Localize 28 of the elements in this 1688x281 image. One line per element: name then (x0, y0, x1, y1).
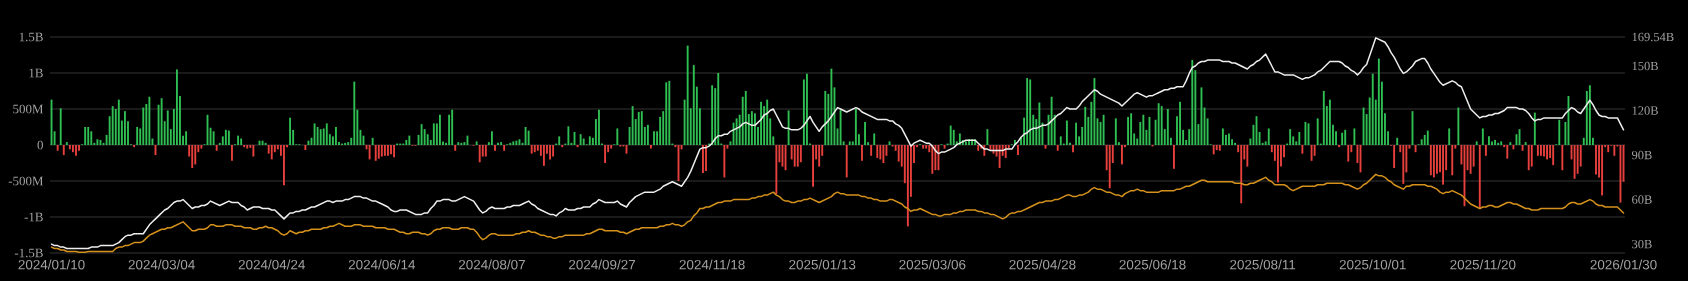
x-tick-label: 2024/01/10 (18, 259, 85, 270)
y-tick-label: -1B (24, 212, 43, 222)
y-tick-label: 500M (13, 104, 44, 114)
y-tick-label: 0 (37, 140, 43, 150)
y2-tick-label: 60B (1632, 195, 1652, 204)
y2-tick-label: 169.54B (1632, 32, 1674, 42)
x-tick-label: 2024/06/14 (348, 259, 416, 270)
x-tick-label: 2025/10/01 (1339, 259, 1406, 270)
x-tick-label: 2025/06/18 (1119, 259, 1186, 270)
x-tick-label: 2025/01/13 (789, 259, 856, 270)
x-tick-label: 2025/04/28 (1009, 259, 1076, 270)
y-tick-label: 1.5B (19, 32, 43, 42)
x-tick-label: 2024/04/24 (238, 259, 305, 270)
x-tick-label: 2025/11/20 (1450, 259, 1516, 270)
x-tick-label: 2025/03/06 (899, 259, 966, 270)
y2-tick-label: 120B (1632, 106, 1658, 115)
y2-tick-label: 90B (1631, 150, 1652, 160)
x-tick-label: 2024/03/04 (128, 259, 195, 270)
x-tick-label: 2024/11/18 (679, 259, 745, 270)
y-tick-label: -1.5B (14, 248, 43, 258)
x-tick-label: 2024/08/07 (458, 259, 525, 270)
x-tick-label: 2026/01/30 (1590, 259, 1657, 270)
y2-tick-label: 30B (1632, 239, 1652, 249)
y-tick-label: 1B (29, 68, 43, 78)
y2-tick-label: 150B (1632, 61, 1658, 71)
x-tick-label: 2024/09/27 (569, 259, 636, 270)
x-tick-label: 2025/08/11 (1230, 259, 1296, 270)
y-tick-label: -500M (8, 176, 44, 186)
